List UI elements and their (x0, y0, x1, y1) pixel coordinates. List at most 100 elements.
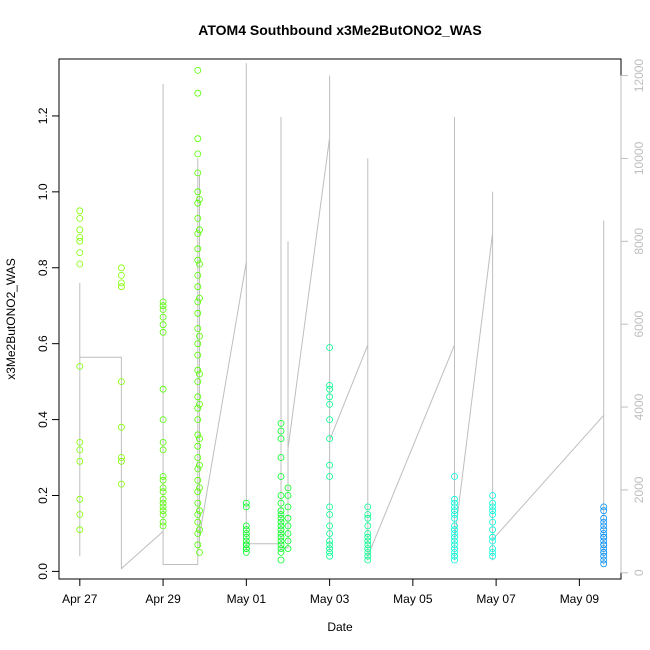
data-point (194, 214, 202, 222)
data-point (364, 556, 372, 564)
data-point (451, 537, 458, 545)
data-point (242, 537, 250, 545)
data-point (118, 279, 125, 287)
data-point (451, 522, 458, 530)
data-point (489, 526, 497, 534)
data-point (159, 495, 167, 503)
data-point (242, 499, 250, 507)
data-point (196, 400, 203, 408)
data-point (159, 416, 167, 424)
data-point (284, 545, 292, 552)
series-5 (600, 503, 608, 568)
data-point (159, 507, 167, 515)
points-layer (76, 67, 608, 568)
data-point (196, 260, 203, 268)
data-point (364, 549, 372, 556)
data-point (194, 89, 202, 97)
data-point (277, 533, 285, 541)
data-point (242, 545, 250, 552)
data-point (196, 484, 203, 492)
data-point (76, 260, 84, 268)
data-point (159, 488, 167, 496)
data-point (194, 283, 202, 291)
data-point (277, 492, 285, 499)
data-point (277, 522, 285, 530)
data-point (159, 446, 167, 454)
data-point (489, 549, 497, 556)
data-point (194, 67, 202, 74)
data-point (194, 416, 202, 424)
y-tick-label: 0.0 (36, 563, 50, 580)
data-point (489, 533, 497, 541)
data-point (489, 511, 497, 518)
data-point (194, 199, 202, 207)
data-point (284, 537, 292, 545)
data-point (118, 480, 125, 488)
data-point (194, 454, 202, 461)
data-point (284, 492, 292, 499)
data-point (76, 233, 84, 241)
data-point (277, 545, 285, 552)
data-point (600, 530, 608, 537)
x-axis: Apr 27 Apr 29 May 01 May 03 May 05 May 07 May … (62, 578, 599, 606)
data-point (326, 461, 334, 469)
data-point (364, 511, 372, 518)
data-point (194, 256, 202, 264)
x-tick-label: Apr 29 (145, 592, 181, 606)
data-point (194, 465, 202, 473)
data-point (196, 549, 203, 556)
data-point (284, 484, 292, 492)
data-point (451, 495, 458, 503)
y-tick-label: 0.4 (36, 411, 50, 428)
data-point (159, 306, 167, 313)
data-point (600, 503, 608, 511)
data-point (194, 499, 202, 507)
data-point (277, 514, 285, 522)
y2-tick-label: 6000 (632, 311, 646, 338)
y2-tick-label: 4000 (632, 393, 646, 420)
y-tick-label: 0.2 (36, 487, 50, 504)
data-point (196, 526, 203, 534)
data-point (194, 541, 202, 549)
data-point (159, 476, 167, 484)
data-point (194, 404, 202, 412)
y-axis: 0.0 0.2 0.4 0.6 0.8 1.0 1.2 (36, 107, 60, 580)
data-point (600, 560, 608, 568)
data-point (364, 552, 372, 560)
y2-tick-label: 0 (632, 569, 646, 576)
data-point (277, 530, 285, 537)
data-point (600, 533, 608, 541)
data-point (159, 503, 167, 511)
series-2 (242, 419, 292, 564)
data-point (194, 340, 202, 348)
data-point (277, 537, 285, 545)
data-point (196, 332, 203, 340)
data-point (326, 503, 334, 511)
data-point (489, 545, 497, 552)
data-point (489, 492, 497, 499)
data-point (196, 435, 203, 443)
data-point (489, 507, 497, 515)
data-point (364, 514, 372, 522)
data-point (451, 549, 458, 556)
data-point (489, 499, 497, 507)
data-point (159, 473, 167, 480)
data-point (159, 511, 167, 518)
data-point (326, 537, 334, 545)
data-point (194, 325, 202, 332)
data-point (159, 313, 167, 321)
data-point (600, 541, 608, 549)
y-tick-label: 0.8 (36, 259, 50, 276)
data-point (194, 442, 202, 450)
data-point (159, 484, 167, 492)
data-point (196, 507, 203, 515)
data-point (242, 503, 250, 511)
data-point (242, 549, 250, 556)
data-point (196, 195, 203, 203)
x-tick-label: May 05 (393, 592, 433, 606)
data-point (326, 552, 334, 560)
data-point (194, 476, 202, 484)
series-3 (326, 344, 372, 564)
data-point (194, 431, 202, 439)
